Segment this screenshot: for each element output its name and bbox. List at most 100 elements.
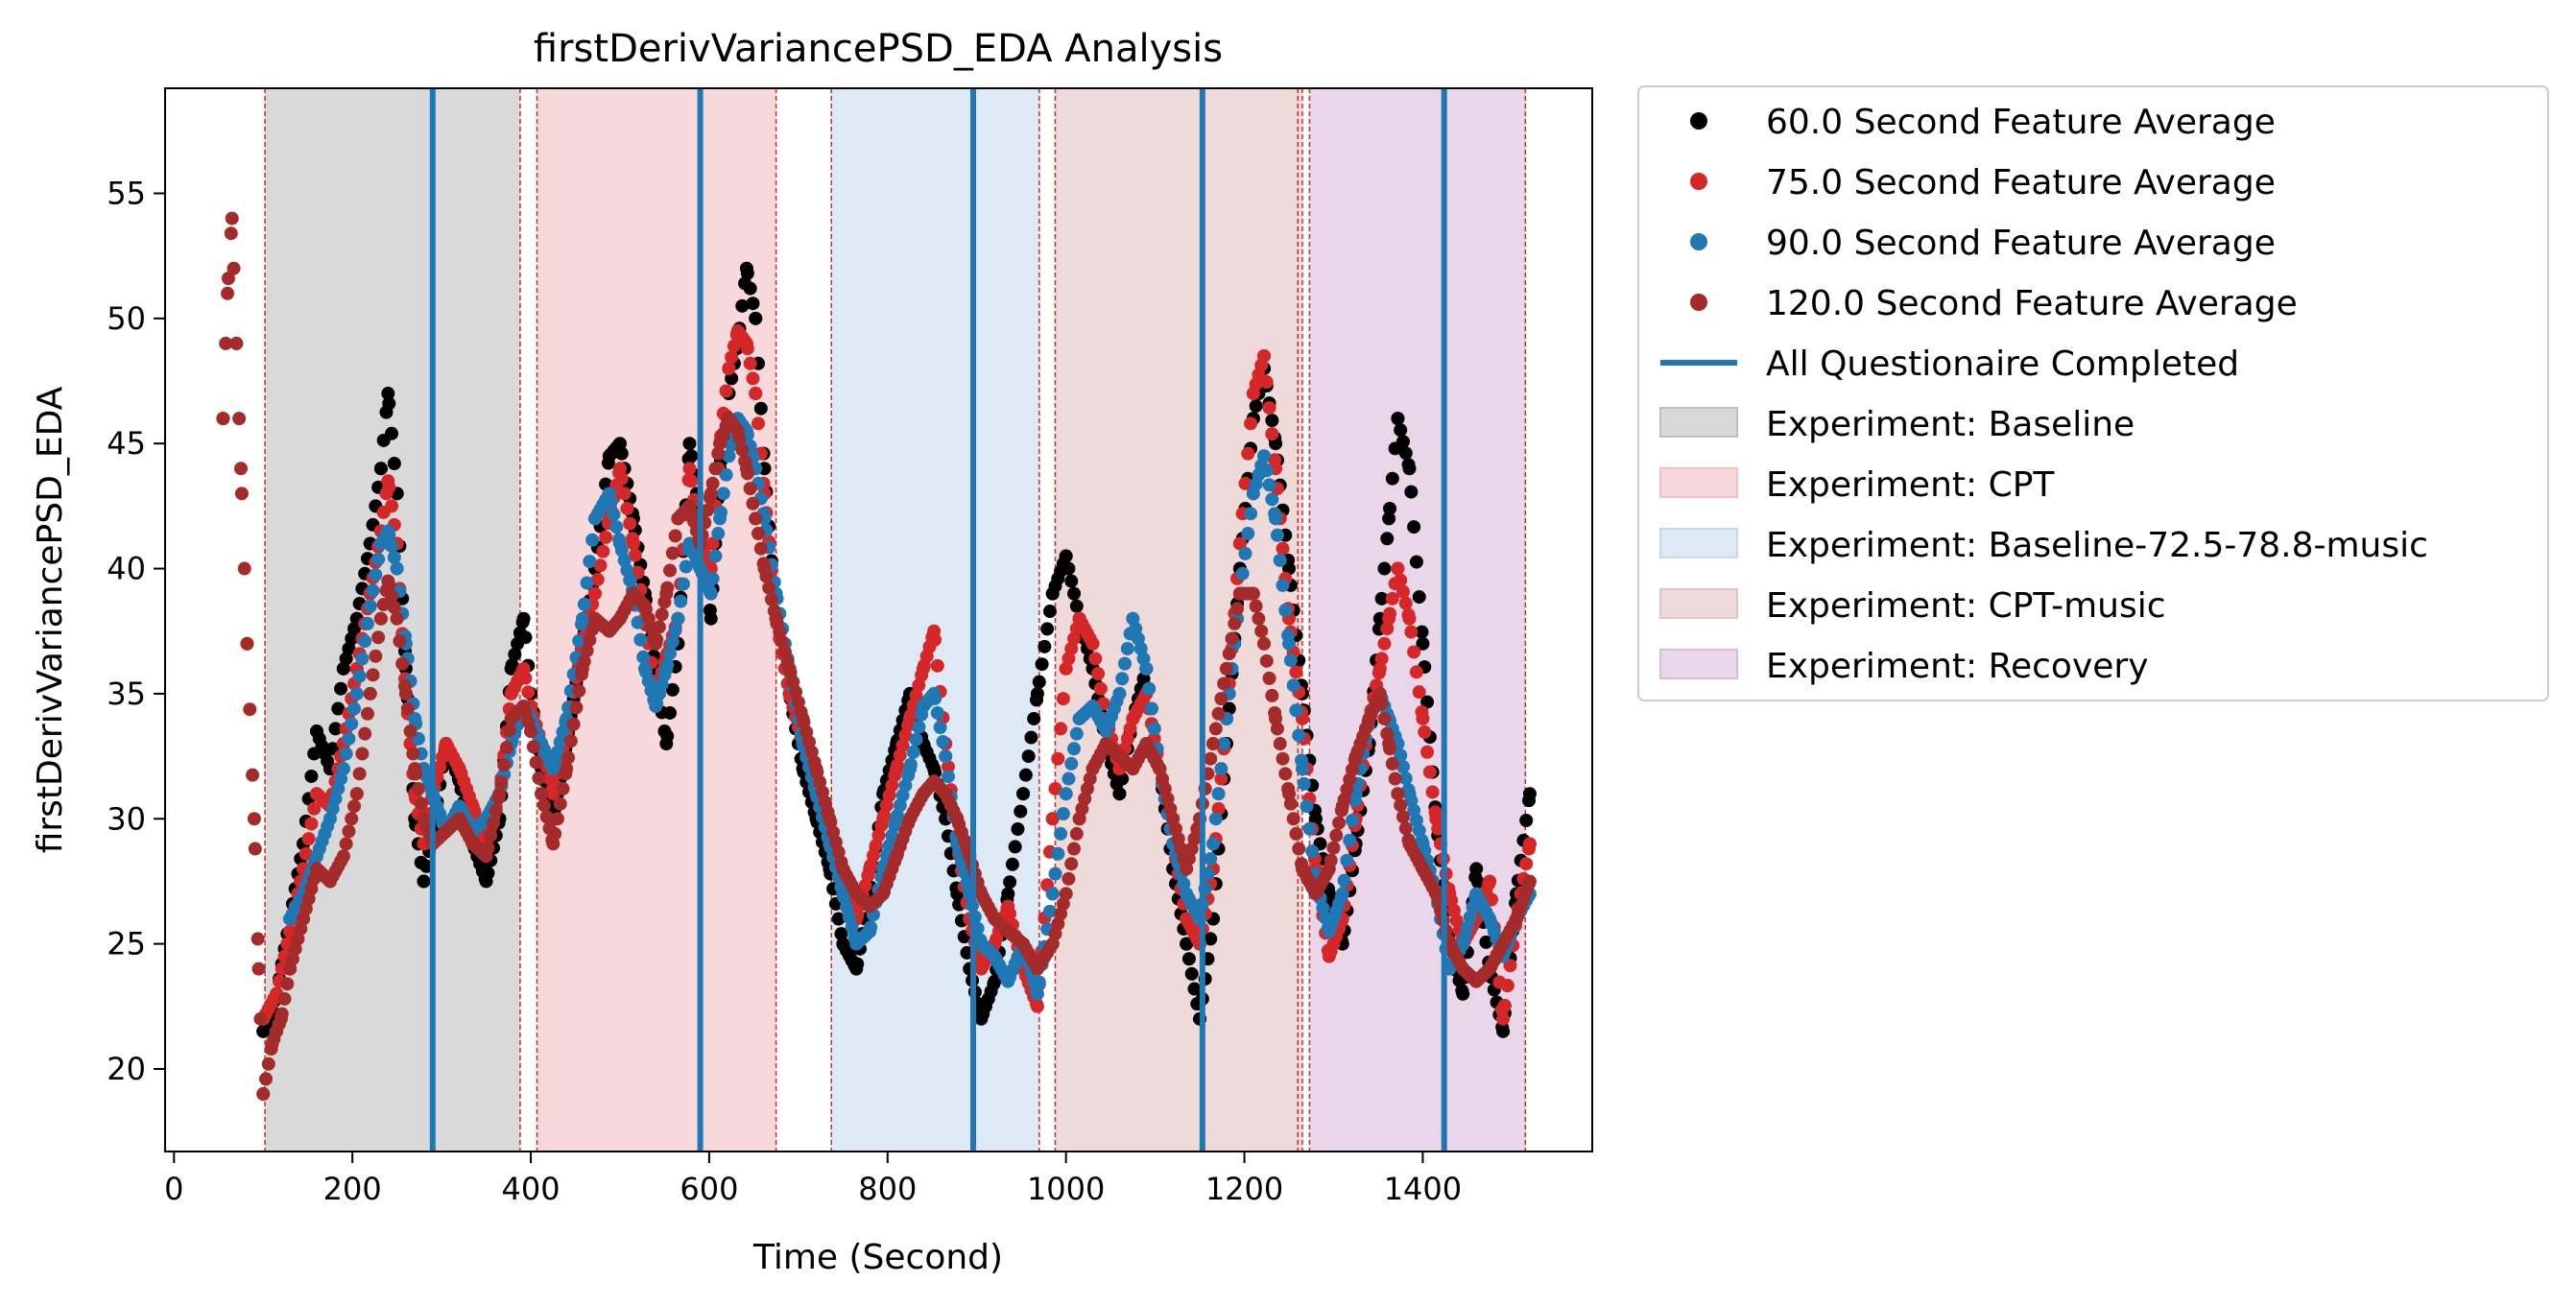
series-1-point (1003, 907, 1017, 921)
series-3-point (248, 842, 262, 856)
series-3-point (1268, 705, 1282, 720)
series-0-point (1383, 501, 1397, 515)
series-0-point (419, 859, 434, 873)
x-tick-label: 1400 (1384, 1171, 1462, 1207)
x-axis-label: Time (Second) (752, 1238, 1003, 1277)
series-3-point (1064, 857, 1079, 871)
series-0-point (1409, 555, 1423, 569)
x-tick-label: 200 (323, 1171, 382, 1207)
series-2-point (671, 611, 685, 626)
series-1-point (1385, 591, 1399, 606)
series-0-point (1181, 952, 1196, 966)
series-2-point (371, 552, 386, 566)
series-3-point (385, 589, 399, 604)
series-1-point (1276, 541, 1290, 556)
series-0-point (1064, 574, 1079, 588)
series-2-point (1045, 887, 1060, 901)
series-3-point (762, 581, 776, 595)
series-3-point (1246, 586, 1260, 601)
series-0-point (735, 298, 750, 313)
series-2-point (358, 634, 372, 649)
series-3-point (261, 1057, 275, 1071)
series-2-point (1214, 762, 1228, 776)
series-1-point (740, 342, 754, 356)
legend-label-series-1: 75.0 Second Feature Average (1766, 163, 2276, 202)
series-2-point (676, 577, 690, 591)
series-3-point (1228, 616, 1242, 630)
series-2-point (575, 617, 589, 631)
series-2-point (1283, 653, 1298, 668)
series-3-point (1061, 871, 1076, 886)
series-0-point (1027, 711, 1041, 725)
series-3-point (376, 598, 391, 612)
series-2-point (1054, 826, 1068, 841)
series-3-point (373, 611, 388, 626)
series-2-point (716, 487, 730, 501)
series-3-point (1385, 756, 1399, 771)
series-3-point (561, 750, 576, 765)
series-3-point (363, 686, 377, 700)
series-2-point (1289, 703, 1303, 718)
y-tick-label: 45 (107, 425, 146, 462)
series-3-point (1265, 688, 1279, 702)
series-3-point (366, 668, 380, 682)
series-1-point (1238, 476, 1252, 490)
series-2-point (1204, 851, 1218, 866)
series-2-point (355, 652, 370, 666)
series-0-point (304, 769, 319, 783)
series-0-point (1455, 984, 1469, 998)
x-tick-label: 600 (680, 1171, 738, 1207)
series-3-point (400, 701, 415, 716)
series-1-point (1241, 446, 1255, 461)
series-2-point (1270, 528, 1284, 542)
series-3-point (1391, 787, 1405, 801)
series-3-point (484, 828, 498, 843)
series-3-point (1326, 841, 1341, 855)
series-3-point (234, 487, 249, 501)
series-1-point (1085, 636, 1100, 651)
series-0-point (753, 401, 768, 416)
series-3-point (663, 563, 678, 578)
series-3-point (1334, 803, 1348, 818)
series-2-point (1235, 566, 1250, 581)
series-3-point (705, 476, 720, 490)
series-3-point (277, 991, 292, 1006)
series-0-point (1042, 605, 1057, 619)
series-2-point (928, 691, 942, 705)
series-1-point (725, 350, 739, 365)
y-tick-label: 40 (107, 551, 146, 587)
series-3-point (583, 633, 597, 648)
series-3-point (1256, 636, 1271, 651)
series-1-point (1407, 645, 1421, 659)
series-2-point (1286, 678, 1300, 693)
series-3-point (1230, 602, 1245, 616)
chart-title: firstDerivVariancePSD_EDA Analysis (534, 27, 1223, 71)
series-3-point (487, 816, 501, 830)
series-2-point (714, 505, 728, 519)
legend-marker-series-1 (1690, 173, 1707, 190)
series-3-point (358, 726, 372, 741)
series-1-point (1418, 724, 1432, 739)
series-2-point (912, 720, 926, 734)
series-0-point (1204, 932, 1218, 946)
series-3-point (481, 841, 495, 855)
series-3-point (1388, 772, 1402, 786)
series-2-point (572, 633, 586, 648)
experiment-band-2 (831, 88, 1039, 1152)
series-2-point (385, 539, 399, 554)
series-1-point (298, 846, 313, 861)
y-tick-label: 20 (107, 1051, 146, 1087)
series-2-point (366, 583, 380, 598)
series-2-point (1398, 772, 1413, 786)
series-3-point (1206, 737, 1221, 751)
series-0-point (743, 281, 757, 296)
y-tick-label: 25 (107, 926, 146, 962)
series-2-point (580, 576, 594, 590)
series-1-point (1503, 959, 1517, 973)
series-2-point (339, 747, 353, 761)
series-3-point (1262, 671, 1276, 685)
series-3-point (339, 837, 353, 851)
series-0-point (1479, 935, 1493, 949)
series-3-anchor-point (221, 286, 235, 300)
series-2-point (674, 594, 688, 608)
